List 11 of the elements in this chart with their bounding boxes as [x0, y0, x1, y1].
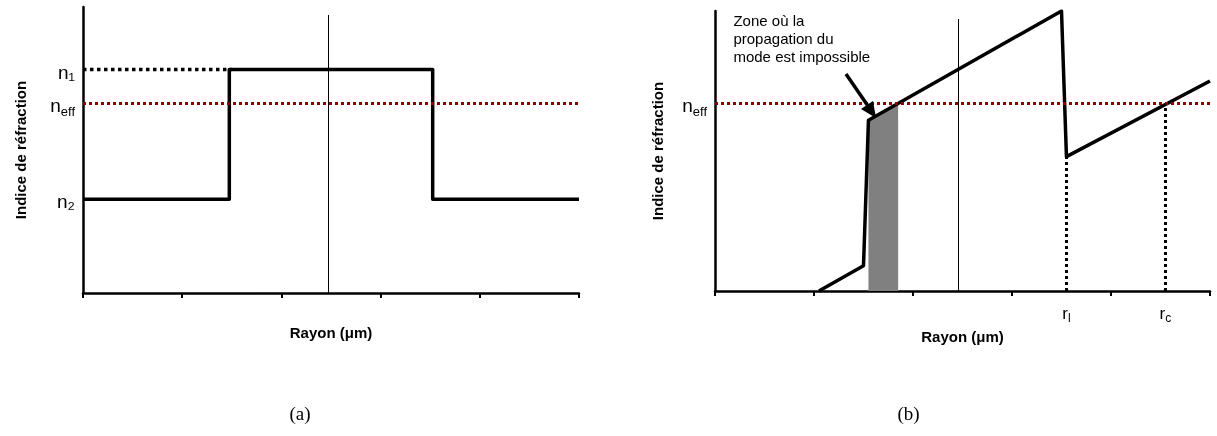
ref-line-label: n$_{eff}$ — [50, 94, 75, 120]
text: n₂ — [57, 190, 75, 212]
text: (a) — [289, 403, 311, 425]
text: n₁ — [58, 61, 75, 83]
y-axis-title: Indice de réfraction — [12, 80, 29, 220]
x-axis-title: Rayon (μm) — [289, 324, 373, 341]
x-axis-title: Rayon (μm) — [921, 327, 1004, 345]
y-axis-title: Indice de réfraction — [649, 81, 666, 221]
ref-line-label: n$_{eff}$ — [682, 94, 707, 120]
annotation: Zone où la propagation du mode est impossible — [733, 12, 872, 67]
text: (b) — [897, 403, 920, 425]
